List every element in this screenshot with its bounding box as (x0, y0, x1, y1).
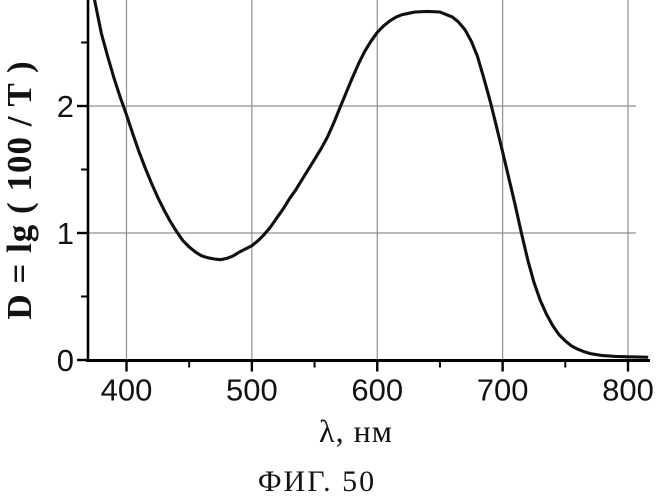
x-tick-label: 700 (477, 373, 529, 408)
absorbance-curve (93, 0, 649, 359)
x-tick-label: 400 (101, 373, 153, 408)
x-tick-label: 600 (351, 373, 403, 408)
y-tick-label: 1 (57, 216, 74, 251)
tick-labels: 400 500 600 700 800 0 1 2 (57, 89, 654, 408)
axes (86, 0, 650, 362)
y-tick-label: 0 (57, 343, 74, 378)
absorbance-curve-path (93, 0, 649, 359)
figure-caption: ФИГ. 50 (258, 465, 376, 498)
x-axis-title: λ, нм (319, 413, 393, 449)
y-tick-label: 2 (57, 89, 74, 124)
x-tick-label: 800 (602, 373, 654, 408)
y-axis-title: D = lg ( 100 / T ) (0, 60, 39, 319)
tick-marks (77, 41, 630, 372)
x-tick-label: 500 (226, 373, 278, 408)
